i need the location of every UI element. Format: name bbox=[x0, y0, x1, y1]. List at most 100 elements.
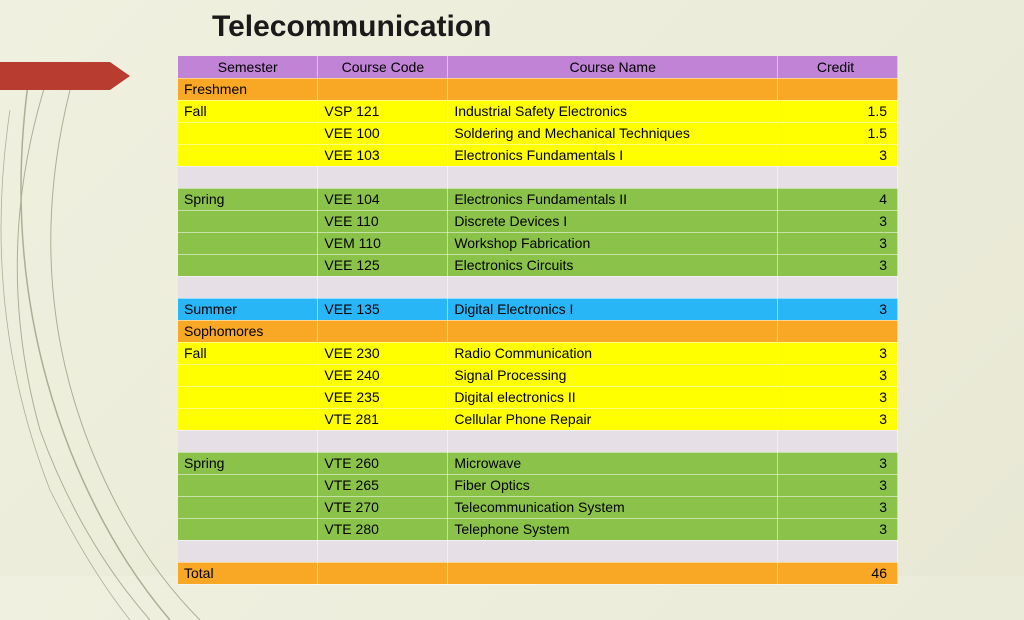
cell-credit bbox=[778, 540, 898, 562]
cell-code: VEE 235 bbox=[318, 386, 448, 408]
total-row: Total 46 bbox=[178, 562, 898, 584]
cell-name: Discrete Devices I bbox=[448, 210, 778, 232]
table-row: VTE 280Telephone System3 bbox=[178, 518, 898, 540]
table-row: VEE 240Signal Processing3 bbox=[178, 364, 898, 386]
cell-code: VTE 265 bbox=[318, 474, 448, 496]
table-row bbox=[178, 166, 898, 188]
cell-name: Fiber Optics bbox=[448, 474, 778, 496]
cell-name bbox=[448, 320, 778, 342]
cell-credit bbox=[778, 430, 898, 452]
cell-code bbox=[318, 540, 448, 562]
cell-name: Electronics Circuits bbox=[448, 254, 778, 276]
cell-semester bbox=[178, 408, 318, 430]
total-empty1 bbox=[318, 562, 448, 584]
table-row: VEE 103Electronics Fundamentals I3 bbox=[178, 144, 898, 166]
cell-code: VEE 135 bbox=[318, 298, 448, 320]
cell-semester bbox=[178, 166, 318, 188]
cell-credit: 3 bbox=[778, 452, 898, 474]
cell-name bbox=[448, 540, 778, 562]
header-semester: Semester bbox=[178, 56, 318, 78]
cell-semester bbox=[178, 518, 318, 540]
table-row bbox=[178, 430, 898, 452]
table-row: VEE 100Soldering and Mechanical Techniqu… bbox=[178, 122, 898, 144]
header-code: Course Code bbox=[318, 56, 448, 78]
cell-semester: Spring bbox=[178, 452, 318, 474]
table-row: VTE 281Cellular Phone Repair3 bbox=[178, 408, 898, 430]
cell-semester: Summer bbox=[178, 298, 318, 320]
table-row: VEE 125Electronics Circuits3 bbox=[178, 254, 898, 276]
table-row bbox=[178, 540, 898, 562]
cell-credit: 3 bbox=[778, 210, 898, 232]
cell-semester bbox=[178, 144, 318, 166]
cell-credit: 3 bbox=[778, 144, 898, 166]
cell-name: Signal Processing bbox=[448, 364, 778, 386]
cell-semester bbox=[178, 276, 318, 298]
cell-code: VTE 281 bbox=[318, 408, 448, 430]
cell-name: Digital electronics II bbox=[448, 386, 778, 408]
cell-credit: 3 bbox=[778, 496, 898, 518]
cell-code bbox=[318, 276, 448, 298]
table-row: Sophomores bbox=[178, 320, 898, 342]
cell-name: Digital Electronics I bbox=[448, 298, 778, 320]
cell-name bbox=[448, 78, 778, 100]
cell-code bbox=[318, 166, 448, 188]
cell-credit: 1.5 bbox=[778, 122, 898, 144]
cell-credit: 3 bbox=[778, 408, 898, 430]
total-label: Total bbox=[178, 562, 318, 584]
cell-credit: 3 bbox=[778, 298, 898, 320]
cell-code: VEE 100 bbox=[318, 122, 448, 144]
cell-name: Telephone System bbox=[448, 518, 778, 540]
cell-credit: 3 bbox=[778, 474, 898, 496]
cell-name bbox=[448, 276, 778, 298]
cell-credit: 1.5 bbox=[778, 100, 898, 122]
cell-semester bbox=[178, 430, 318, 452]
table-row: SpringVTE 260Microwave3 bbox=[178, 452, 898, 474]
cell-credit: 3 bbox=[778, 364, 898, 386]
cell-semester bbox=[178, 474, 318, 496]
table-row: VEE 110Discrete Devices I3 bbox=[178, 210, 898, 232]
cell-semester bbox=[178, 254, 318, 276]
cell-semester bbox=[178, 122, 318, 144]
header-credit: Credit bbox=[778, 56, 898, 78]
page-title: Telecommunication bbox=[212, 10, 492, 44]
cell-semester bbox=[178, 232, 318, 254]
cell-name: Microwave bbox=[448, 452, 778, 474]
cell-code: VEE 103 bbox=[318, 144, 448, 166]
total-value: 46 bbox=[778, 562, 898, 584]
table-row: VTE 270Telecommunication System3 bbox=[178, 496, 898, 518]
cell-semester: Freshmen bbox=[178, 78, 318, 100]
cell-credit bbox=[778, 166, 898, 188]
cell-semester: Fall bbox=[178, 342, 318, 364]
cell-name bbox=[448, 430, 778, 452]
cell-code: VSP 121 bbox=[318, 100, 448, 122]
header-name: Course Name bbox=[448, 56, 778, 78]
table-row: SpringVEE 104Electronics Fundamentals II… bbox=[178, 188, 898, 210]
cell-name: Industrial Safety Electronics bbox=[448, 100, 778, 122]
cell-semester bbox=[178, 540, 318, 562]
table-row bbox=[178, 276, 898, 298]
table-row: VTE 265Fiber Optics3 bbox=[178, 474, 898, 496]
cell-semester bbox=[178, 496, 318, 518]
cell-code: VTE 270 bbox=[318, 496, 448, 518]
cell-credit bbox=[778, 276, 898, 298]
cell-code: VTE 280 bbox=[318, 518, 448, 540]
cell-credit: 3 bbox=[778, 254, 898, 276]
accent-arrow bbox=[0, 62, 130, 90]
cell-code: VEE 125 bbox=[318, 254, 448, 276]
cell-semester bbox=[178, 386, 318, 408]
cell-code: VEE 110 bbox=[318, 210, 448, 232]
cell-credit bbox=[778, 78, 898, 100]
cell-semester: Fall bbox=[178, 100, 318, 122]
cell-code bbox=[318, 430, 448, 452]
total-empty2 bbox=[448, 562, 778, 584]
table-header-row: Semester Course Code Course Name Credit bbox=[178, 56, 898, 78]
cell-code bbox=[318, 320, 448, 342]
cell-semester: Sophomores bbox=[178, 320, 318, 342]
cell-code: VEM 110 bbox=[318, 232, 448, 254]
cell-credit: 3 bbox=[778, 386, 898, 408]
cell-code bbox=[318, 78, 448, 100]
cell-name: Soldering and Mechanical Techniques bbox=[448, 122, 778, 144]
cell-code: VEE 104 bbox=[318, 188, 448, 210]
cell-name: Electronics Fundamentals II bbox=[448, 188, 778, 210]
cell-semester bbox=[178, 364, 318, 386]
